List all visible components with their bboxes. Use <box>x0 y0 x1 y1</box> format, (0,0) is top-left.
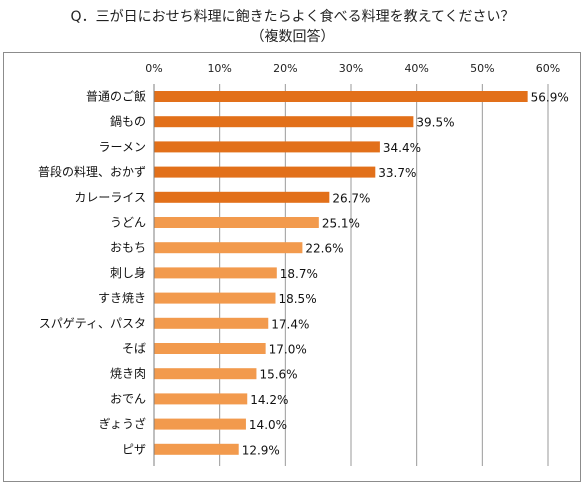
value-label: 14.2% <box>250 393 288 407</box>
bar <box>154 166 376 178</box>
value-label: 25.1% <box>322 217 360 231</box>
x-tick-label: 10% <box>207 62 231 75</box>
x-tick-label: 20% <box>273 62 297 75</box>
value-label: 17.0% <box>269 343 307 357</box>
x-axis-tick-labels: 0% 10% 20% 30% 40% 50% 60% <box>145 62 560 75</box>
value-label: 34.4% <box>383 141 421 155</box>
category-label: 刺し身 <box>110 265 146 280</box>
x-tick-label: 60% <box>536 62 560 75</box>
bar <box>154 418 246 430</box>
bar <box>154 443 239 455</box>
bar <box>154 217 319 228</box>
x-tick-label: 50% <box>470 62 494 75</box>
category-label: うどん <box>110 216 146 230</box>
category-label: ぎょうざ <box>99 416 146 431</box>
x-tick-label: 0% <box>145 62 162 75</box>
value-label: 14.0% <box>249 418 287 432</box>
chart-frame <box>3 52 581 482</box>
chart-title: Q．三が日におせち料理に飽きたらよく食べる料理を教えてください？ <box>70 9 515 25</box>
category-label: すき焼き <box>98 291 146 305</box>
value-label: 33.7% <box>378 166 416 180</box>
bar <box>154 317 269 329</box>
bar <box>154 91 528 102</box>
value-label: 17.4% <box>271 317 309 331</box>
category-label: おもち <box>110 241 146 255</box>
value-label: 56.9% <box>531 91 569 105</box>
category-label: スパゲティ、パスタ <box>39 316 146 330</box>
bar <box>154 368 257 380</box>
x-tick-label: 40% <box>404 62 428 75</box>
value-labels: 56.9% 39.5% 34.4% 33.7% 26.7% 25.1% 22.6% 18.7%… <box>242 91 569 458</box>
category-label: ピザ <box>122 442 146 456</box>
bar <box>154 191 330 203</box>
category-label: 普通のご飯 <box>86 89 146 104</box>
category-label: 焼き肉 <box>110 367 146 381</box>
category-label: カレーライス <box>74 190 146 204</box>
bar <box>154 292 276 304</box>
value-label: 15.6% <box>259 368 297 382</box>
chart-subtitle: （複数回答） <box>250 29 335 45</box>
category-label: ラーメン <box>98 140 146 154</box>
category-label: 普段の料理、おかず <box>38 164 146 179</box>
bars <box>154 91 528 455</box>
value-label: 22.6% <box>305 242 343 256</box>
category-label: おでん <box>110 392 146 406</box>
value-label: 18.7% <box>280 267 318 281</box>
bar <box>154 393 248 405</box>
bar <box>154 116 414 128</box>
category-label: 鍋もの <box>110 114 146 129</box>
x-tick-label: 30% <box>339 62 363 75</box>
value-label: 39.5% <box>416 116 454 130</box>
value-label: 18.5% <box>278 292 316 306</box>
bar <box>154 242 303 254</box>
bar <box>154 343 266 354</box>
category-label: そば <box>122 342 146 356</box>
bar <box>154 141 380 153</box>
value-label: 26.7% <box>332 191 370 205</box>
bar <box>154 267 277 279</box>
category-labels: 普通のご飯鍋ものラーメン普段の料理、おかずカレーライスうどんおもち刺し身すき焼き… <box>38 89 146 457</box>
value-label: 12.9% <box>242 443 280 457</box>
